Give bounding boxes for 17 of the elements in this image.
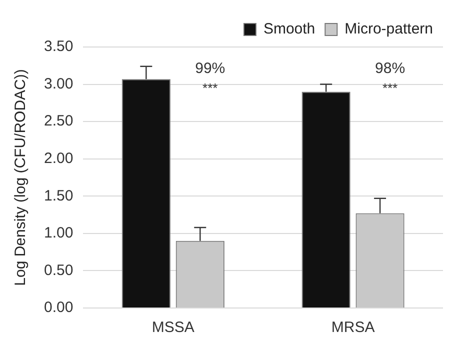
y-tick-label: 1.00 bbox=[44, 224, 74, 242]
x-tick-label: MRSA bbox=[331, 319, 375, 336]
y-tick-label: 1.50 bbox=[44, 187, 74, 204]
y-tick-label: 2.00 bbox=[44, 150, 74, 167]
legend-label: Micro-pattern bbox=[344, 20, 433, 38]
annotation: 98% bbox=[375, 60, 406, 78]
x-tick-label: MSSA bbox=[152, 319, 194, 336]
y-tick-label: 0.50 bbox=[44, 262, 74, 279]
y-tick-label: 2.50 bbox=[44, 112, 74, 130]
annotation: *** bbox=[202, 80, 218, 96]
legend-label: Smooth bbox=[263, 20, 316, 38]
y-tick-label: 3.00 bbox=[44, 75, 74, 92]
annotation: *** bbox=[382, 80, 398, 96]
y-axis-title: Log Density (log (CFU/RODAC)) bbox=[12, 69, 30, 286]
annotation: 99% bbox=[195, 60, 226, 78]
y-tick-label: 0.00 bbox=[44, 299, 74, 316]
y-tick-label: 3.50 bbox=[44, 38, 74, 56]
